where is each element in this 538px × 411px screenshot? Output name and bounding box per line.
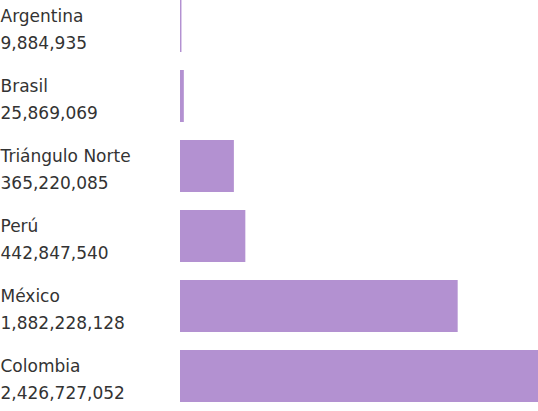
svg-text:Perú442,847,540: Perú442,847,540	[1, 216, 109, 263]
svg-text:Colombia2,426,727,052: Colombia2,426,727,052	[1, 356, 125, 403]
svg-text:Triángulo Norte365,220,085: Triángulo Norte365,220,085	[0, 146, 131, 193]
svg-text:México1,882,228,128: México1,882,228,128	[1, 286, 125, 333]
svg-text:Argentina9,884,935: Argentina9,884,935	[1, 6, 88, 53]
svg-text:Brasil25,869,069: Brasil25,869,069	[1, 76, 98, 123]
